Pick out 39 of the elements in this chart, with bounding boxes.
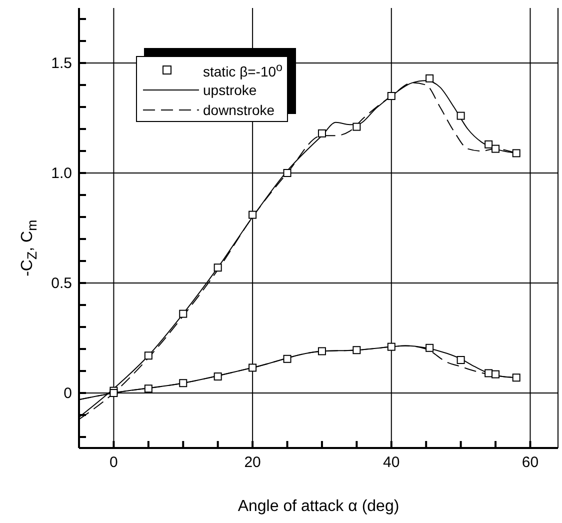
legend-label: static β=-10$^{o}$	[203, 60, 283, 80]
x-tick-label: 40	[383, 454, 400, 471]
point	[492, 144, 500, 153]
point	[456, 356, 465, 364]
point	[144, 352, 152, 360]
point	[318, 129, 326, 138]
point	[426, 74, 434, 82]
point	[144, 384, 152, 393]
point	[484, 140, 493, 148]
y-tick-label: 0	[64, 385, 72, 402]
point	[248, 210, 257, 219]
point	[456, 112, 465, 120]
point	[512, 149, 520, 158]
y-tick-label: 0.5	[51, 275, 72, 292]
point	[352, 346, 361, 354]
y-tick-label: 1.5	[51, 55, 72, 72]
point	[426, 344, 434, 352]
point	[352, 122, 361, 131]
point	[387, 342, 396, 351]
point	[387, 92, 396, 100]
x-tick-label: 0	[110, 454, 118, 471]
point	[512, 374, 520, 382]
point	[110, 389, 118, 397]
point	[214, 372, 222, 380]
point	[179, 379, 188, 388]
legend-label: upstroke	[203, 82, 257, 98]
x-tick-label: 60	[522, 454, 539, 471]
point	[248, 364, 257, 372]
x-axis-title: Angle of attack α (deg)	[238, 498, 400, 515]
x-tick-label: 20	[244, 454, 261, 471]
point	[283, 169, 292, 177]
legend-label: downstroke	[203, 102, 275, 118]
point	[492, 370, 500, 378]
point	[283, 354, 292, 363]
y-tick-label: 1.0	[51, 165, 72, 182]
point	[214, 264, 222, 272]
point	[318, 347, 326, 356]
point	[484, 369, 493, 378]
point	[179, 310, 188, 318]
